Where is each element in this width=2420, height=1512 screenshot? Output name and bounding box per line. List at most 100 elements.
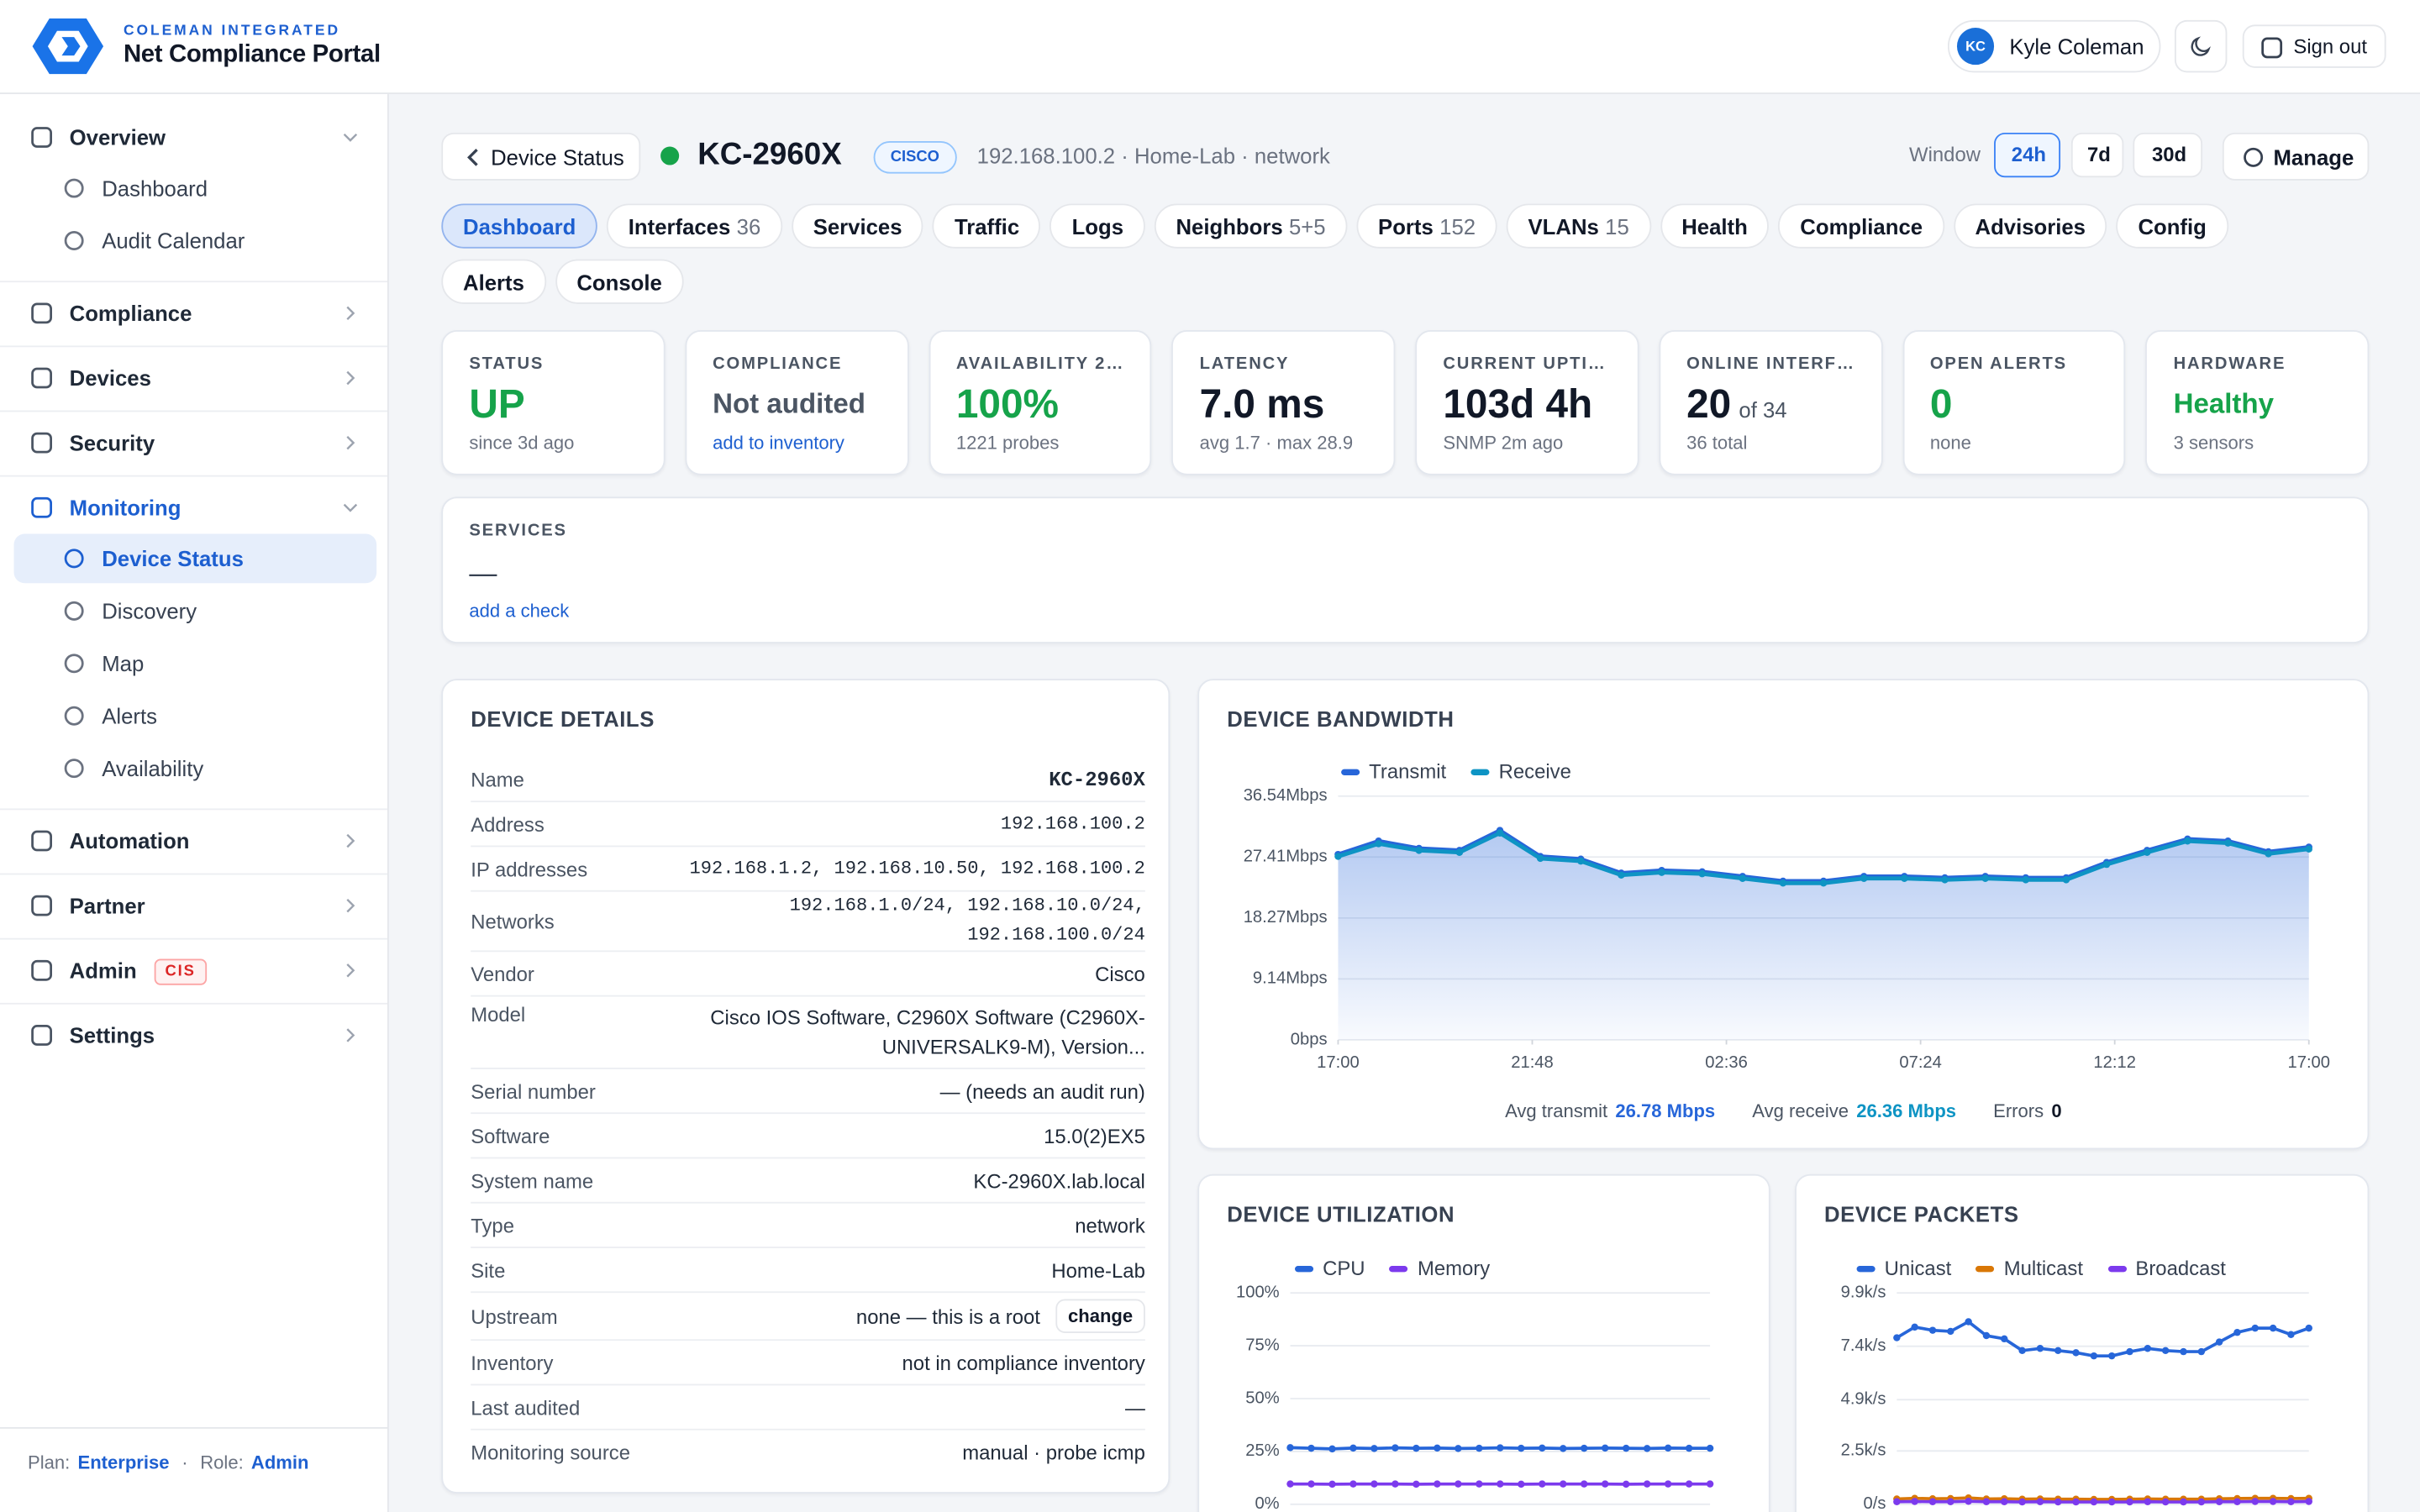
point <box>1349 1480 1357 1488</box>
detail-value-wrap: 15.0(2)EX5 <box>1044 1121 1145 1150</box>
tab[interactable]: Interfaces 36 <box>607 203 782 249</box>
nav-item-label: Audit Calendar <box>102 228 245 254</box>
footer-stat: Avg receive 26.36 Mbps <box>1752 1100 1956 1122</box>
detail-action[interactable]: change <box>1055 1299 1145 1333</box>
back-button[interactable]: Device Status <box>441 132 641 181</box>
nav-item[interactable]: Dashboard <box>14 164 377 213</box>
tab[interactable]: Ports 152 <box>1356 203 1497 249</box>
nav-group[interactable]: Devices <box>0 345 387 410</box>
detail-value-wrap: none — this is a root change <box>856 1299 1145 1333</box>
point <box>1307 1444 1315 1452</box>
point <box>2269 1498 2277 1505</box>
point <box>1618 871 1625 879</box>
tab[interactable]: Logs <box>1050 203 1145 249</box>
nav-group[interactable]: Settings <box>0 1003 387 1068</box>
stat-sub: SNMP 2m ago <box>1443 432 1564 454</box>
brand: Net Compliance Portal <box>123 41 381 68</box>
tab[interactable]: Compliance <box>1778 203 1944 249</box>
nav-item[interactable]: Device Status <box>13 533 377 584</box>
tabs: Dashboard Interfaces 36 Services Traffic Logs… <box>441 203 2293 304</box>
tab[interactable]: Health <box>1660 203 1770 249</box>
point <box>1434 1480 1441 1488</box>
y-tick-label: 18.27Mbps <box>1244 908 1328 927</box>
icon-shape <box>64 178 84 198</box>
tab[interactable]: Advisories <box>1953 203 2107 249</box>
nav-group[interactable]: Overview <box>0 105 387 170</box>
tab[interactable]: Console <box>555 259 684 304</box>
nav-group-label: Security <box>69 430 155 455</box>
nav-item[interactable]: Availability <box>14 743 377 793</box>
point <box>1981 874 1989 882</box>
point <box>1455 848 1464 857</box>
nav-group-label: Devices <box>69 365 151 391</box>
stat-card: STATUS UP since 3d ago <box>441 330 666 475</box>
icon <box>64 178 84 198</box>
icon-shape <box>31 432 52 454</box>
tab[interactable]: Config <box>2116 203 2228 249</box>
nav-group[interactable]: Security <box>0 411 387 475</box>
nav-group[interactable]: Partner <box>0 874 387 938</box>
tab[interactable]: Traffic <box>933 203 1041 249</box>
user-menu[interactable]: KC Kyle Coleman <box>1947 19 2161 73</box>
tab[interactable]: Services <box>791 203 924 249</box>
point <box>1560 1480 1567 1488</box>
point <box>1581 1480 1588 1488</box>
point <box>2022 876 2030 884</box>
icon <box>31 895 52 916</box>
detail-value: 192.168.1.2, 192.168.10.50, 192.168.100.… <box>689 857 1145 879</box>
nav-item[interactable]: Discovery <box>14 586 377 636</box>
theme-toggle[interactable] <box>2174 19 2228 73</box>
detail-row: Type network <box>471 1204 1145 1248</box>
point <box>1664 1480 1672 1488</box>
point <box>1911 1498 1918 1505</box>
chevron <box>346 963 355 978</box>
nav-group-label: Overview <box>69 124 166 150</box>
nav-group-label: Monitoring <box>69 495 182 520</box>
nav-group[interactable]: Automation <box>0 808 387 873</box>
nav-item[interactable]: Map <box>14 638 377 688</box>
tab[interactable]: Neighbors 5+5 <box>1154 203 1348 249</box>
point <box>2126 1498 2133 1506</box>
tab[interactable]: Dashboard <box>441 203 598 249</box>
point <box>1413 1444 1420 1452</box>
tab[interactable]: VLANs 15 <box>1506 203 1651 249</box>
plot: 0% 25% 50% 75% 100% <box>1236 1284 1714 1512</box>
nav-item[interactable]: Alerts <box>14 691 377 741</box>
y-tick-label: 2.5k/s <box>1841 1441 1886 1460</box>
detail-row: Last audited — <box>471 1385 1145 1431</box>
window-button[interactable]: 24h <box>1994 132 2061 178</box>
point <box>1982 1331 1991 1340</box>
stat-card: OPEN ALERTS 0 none <box>1902 330 2126 475</box>
detail-row: IP addresses 192.168.1.2, 192.168.10.50, … <box>471 847 1145 892</box>
icon <box>31 496 52 518</box>
nav-group-label: Automation <box>69 828 190 853</box>
stat-sub: add to inventory <box>713 432 844 454</box>
icon <box>31 830 52 852</box>
stat-value-row: 103d 4h <box>1443 381 1592 428</box>
legend-label: Broadcast <box>2135 1257 2226 1280</box>
point <box>1685 1480 1693 1488</box>
y-tick-label: 9.9k/s <box>1841 1284 1886 1302</box>
nav-group[interactable]: Compliance <box>0 281 387 345</box>
nav-group[interactable]: Monitoring <box>0 475 387 540</box>
detail-key: Vendor <box>471 962 534 985</box>
stat-sub: 1221 probes <box>955 432 1060 454</box>
point <box>1643 1480 1651 1488</box>
window-button[interactable]: 7d <box>2070 132 2124 178</box>
tab-label: Neighbors <box>1176 213 1283 239</box>
nav-item[interactable]: Audit Calendar <box>14 216 377 265</box>
stat-label: OPEN ALERTS <box>1929 354 2067 374</box>
manage-button[interactable]: Manage <box>2222 132 2370 181</box>
window-button[interactable]: 30d <box>2133 132 2203 178</box>
point <box>2215 1498 2223 1505</box>
sign-out[interactable]: Sign out <box>2242 24 2386 68</box>
y-tick-label: 36.54Mbps <box>1244 786 1328 805</box>
point <box>1455 1445 1462 1452</box>
footer-stat-value: 0 <box>2051 1100 2062 1122</box>
nav-group[interactable]: Admin CIS <box>0 938 387 1003</box>
point <box>1496 829 1504 837</box>
point <box>1370 1445 1378 1452</box>
icon-shape <box>31 496 52 518</box>
tab[interactable]: Alerts <box>441 259 546 304</box>
point <box>1911 1323 1918 1331</box>
